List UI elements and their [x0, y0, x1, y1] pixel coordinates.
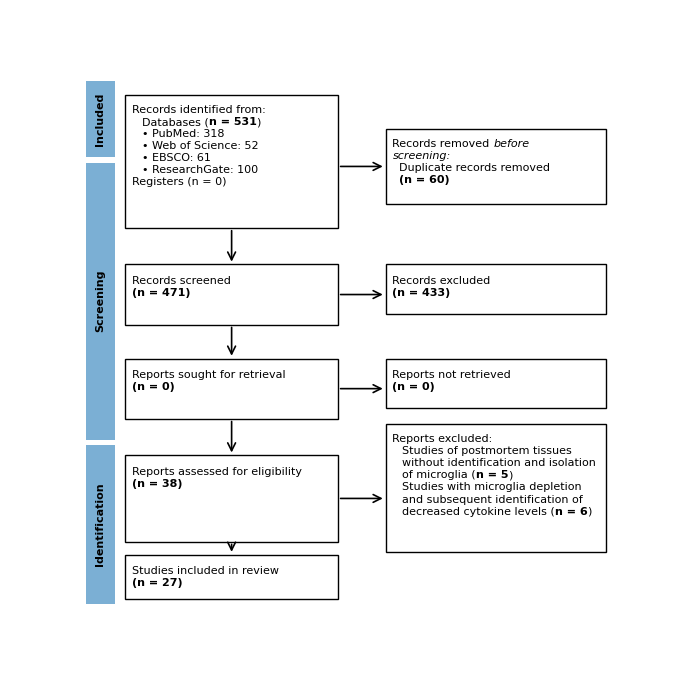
Bar — [386, 359, 606, 408]
Text: n = 5: n = 5 — [475, 471, 508, 481]
Text: Reports not retrieved: Reports not retrieved — [393, 370, 511, 380]
Text: • Web of Science: 52: • Web of Science: 52 — [142, 141, 258, 151]
Text: Records removed: Records removed — [393, 139, 493, 149]
Text: decreased cytokine levels (: decreased cytokine levels ( — [402, 507, 555, 517]
Bar — [386, 265, 606, 314]
Text: and subsequent identification of: and subsequent identification of — [402, 494, 583, 504]
Bar — [386, 128, 606, 204]
Text: (n = 27): (n = 27) — [132, 579, 183, 588]
Text: Records excluded: Records excluded — [393, 276, 490, 286]
Text: Duplicate records removed: Duplicate records removed — [399, 163, 550, 173]
Text: Studies included in review: Studies included in review — [132, 566, 279, 576]
Bar — [125, 456, 338, 542]
Text: (n = 38): (n = 38) — [132, 479, 183, 489]
Text: of microglia (: of microglia ( — [402, 471, 475, 481]
Text: • PubMed: 318: • PubMed: 318 — [142, 129, 225, 139]
Text: Reports assessed for eligibility: Reports assessed for eligibility — [132, 466, 302, 477]
Text: • ResearchGate: 100: • ResearchGate: 100 — [142, 165, 258, 175]
Text: (n = 0): (n = 0) — [393, 382, 435, 392]
Text: before: before — [493, 139, 530, 149]
Text: (n = 433): (n = 433) — [393, 288, 451, 298]
Bar — [125, 555, 338, 599]
Text: Registers (n = 0): Registers (n = 0) — [132, 177, 227, 187]
Text: Studies of postmortem tissues: Studies of postmortem tissues — [402, 446, 572, 456]
Text: Reports sought for retrieval: Reports sought for retrieval — [132, 370, 286, 380]
Text: Records identified from:: Records identified from: — [132, 105, 266, 115]
Text: Included: Included — [95, 93, 105, 146]
Text: Screening: Screening — [95, 270, 105, 332]
Text: Databases (: Databases ( — [142, 117, 209, 127]
Text: Records screened: Records screened — [132, 276, 232, 286]
Bar — [125, 359, 338, 419]
Text: ): ) — [588, 507, 592, 517]
Text: Reports excluded:: Reports excluded: — [393, 435, 493, 444]
Text: (n = 471): (n = 471) — [132, 288, 191, 298]
Text: screening:: screening: — [393, 151, 451, 161]
Text: (n = 60): (n = 60) — [399, 175, 449, 185]
Text: Studies with microglia depletion: Studies with microglia depletion — [402, 483, 582, 492]
Text: Identification: Identification — [95, 483, 105, 566]
Text: ): ) — [508, 471, 512, 481]
Text: without identification and isolation: without identification and isolation — [402, 458, 596, 469]
Bar — [125, 94, 338, 228]
Bar — [86, 81, 115, 158]
Bar — [86, 162, 115, 439]
Text: n = 531: n = 531 — [209, 117, 256, 127]
Text: ): ) — [256, 117, 261, 127]
Text: (n = 0): (n = 0) — [132, 382, 175, 392]
Bar — [386, 424, 606, 552]
Text: • EBSCO: 61: • EBSCO: 61 — [142, 153, 211, 163]
Bar — [125, 265, 338, 325]
Text: n = 6: n = 6 — [555, 507, 588, 517]
Bar — [86, 445, 115, 604]
